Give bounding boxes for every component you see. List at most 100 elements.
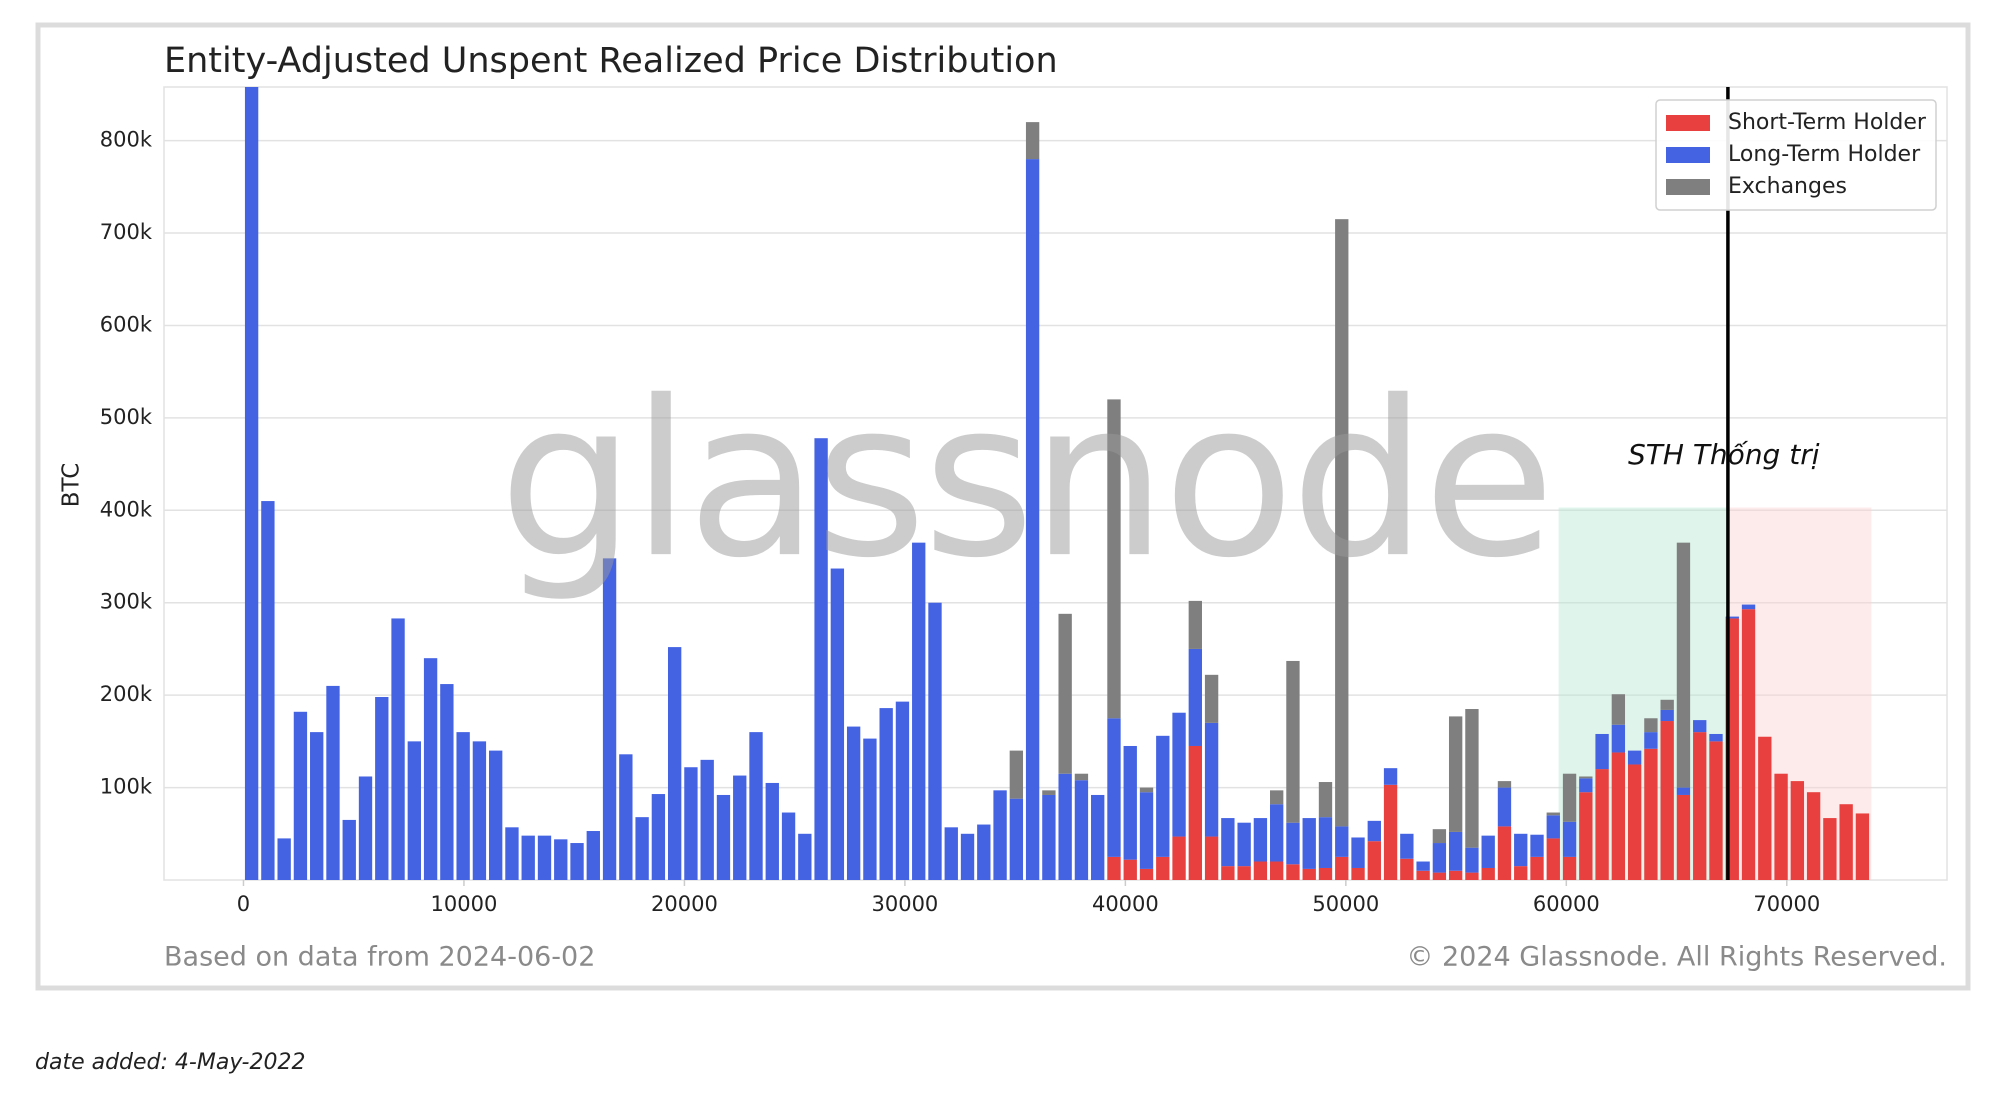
bar-segment (863, 738, 877, 880)
bar-segment (1270, 804, 1284, 862)
y-tick-label: 700k (100, 220, 153, 244)
bar-segment (814, 438, 828, 880)
bar-segment (912, 542, 926, 880)
legend-swatch (1666, 115, 1710, 131)
overlay: glassnode STH Thống trị (499, 87, 1820, 880)
x-tick-label: 60000 (1533, 892, 1600, 916)
bar-segment (1432, 829, 1447, 844)
bar-segment (1156, 735, 1170, 857)
bar-segment (554, 839, 568, 880)
bar-segment (326, 685, 340, 880)
bar-segment (895, 701, 910, 880)
bar-segment (1481, 867, 1495, 880)
bar-segment (1318, 782, 1333, 818)
bar-segment (1286, 660, 1300, 823)
bar-segment (1416, 870, 1430, 880)
bar-segment (1270, 861, 1284, 880)
bar-segment (1465, 709, 1479, 848)
bar-segment (993, 790, 1007, 880)
bar-segment (1270, 790, 1284, 805)
bar-segment (1221, 866, 1235, 880)
bar-segment (1107, 399, 1121, 719)
bar-segment (1335, 826, 1349, 857)
bar-segment (1562, 773, 1577, 822)
x-tick-label: 40000 (1092, 892, 1159, 916)
bar-segment (651, 794, 666, 880)
bar-segment (1188, 745, 1202, 880)
bar-segment (733, 775, 747, 880)
bar-segment (1758, 736, 1772, 880)
bar-segment (1107, 718, 1121, 857)
bar-segment (1595, 733, 1609, 770)
bars (244, 87, 1870, 880)
legend-label: Long-Term Holder (1728, 142, 1921, 167)
bar-segment (1432, 843, 1447, 873)
bar-segment (1546, 815, 1560, 839)
chart-title: Entity-Adjusted Unspent Realized Price D… (164, 41, 1058, 81)
bar-segment (1416, 861, 1430, 871)
bar-segment (1497, 781, 1512, 788)
x-tick-label: 50000 (1312, 892, 1379, 916)
bar-segment (1074, 780, 1089, 880)
bar-segment (960, 833, 975, 880)
footer-left: Based on data from 2024-06-02 (164, 942, 595, 973)
bar-segment (1172, 712, 1186, 837)
bar-segment (244, 87, 259, 880)
legend-box (1655, 99, 1937, 211)
bar-segment (1335, 219, 1349, 827)
bar-segment (1286, 864, 1300, 880)
bar-segment (440, 684, 454, 880)
legend-label: Exchanges (1728, 174, 1847, 199)
bar-segment (749, 732, 763, 880)
bar-segment (1009, 750, 1024, 799)
bar-segment (1741, 604, 1756, 610)
bar-segment (391, 618, 405, 880)
y-tick-label: 100k (100, 775, 153, 799)
bar-segment (1676, 542, 1691, 788)
bar-segment (1400, 833, 1414, 859)
bar-segment (1367, 841, 1381, 880)
bar-segment (1725, 616, 1739, 619)
bar-segment (830, 568, 845, 880)
bar-segment (1253, 818, 1268, 862)
bar-segment (1237, 822, 1251, 867)
legend-swatch (1666, 179, 1710, 195)
x-tick-label: 0 (237, 892, 250, 916)
bar-segment (375, 697, 389, 880)
bar-segment (1139, 787, 1154, 793)
bar-segment (310, 732, 324, 880)
bar-segment (716, 794, 731, 880)
bar-segment (1025, 122, 1040, 160)
footer-right: © 2024 Glassnode. All Rights Reserved. (1406, 942, 1947, 973)
bar-segment (1383, 768, 1398, 785)
bar-segment (1660, 721, 1674, 880)
bar-segment (1237, 866, 1251, 880)
legend: Short-Term Holder Long-Term Holder Exchang… (1655, 99, 1937, 211)
bar-segment (1351, 837, 1365, 868)
bar-segment (1091, 794, 1105, 880)
bar-segment (1562, 821, 1577, 857)
y-axis-label: BTC (59, 463, 85, 508)
bar-segment (1400, 858, 1414, 880)
bar-segment (489, 750, 503, 880)
bar-segment (1204, 674, 1219, 723)
y-tick-label: 400k (100, 497, 153, 521)
bar-segment (1156, 856, 1170, 880)
bar-segment (1579, 776, 1593, 779)
bar-segment (1383, 784, 1398, 880)
bar-segment (1611, 724, 1626, 753)
bar-segment (1627, 764, 1642, 880)
bar-segment (928, 602, 942, 880)
bar-segment (1058, 613, 1072, 774)
bar-segment (293, 711, 308, 880)
y-tick-label: 300k (100, 590, 153, 614)
bar-segment (505, 827, 519, 880)
bar-segment (1741, 609, 1756, 880)
bar-segment (977, 824, 991, 880)
bar-segment (358, 776, 373, 880)
bar-segment (1318, 867, 1333, 880)
bar-segment (1107, 856, 1121, 880)
bar-segment (1676, 787, 1691, 795)
bar-segment (1025, 159, 1040, 880)
